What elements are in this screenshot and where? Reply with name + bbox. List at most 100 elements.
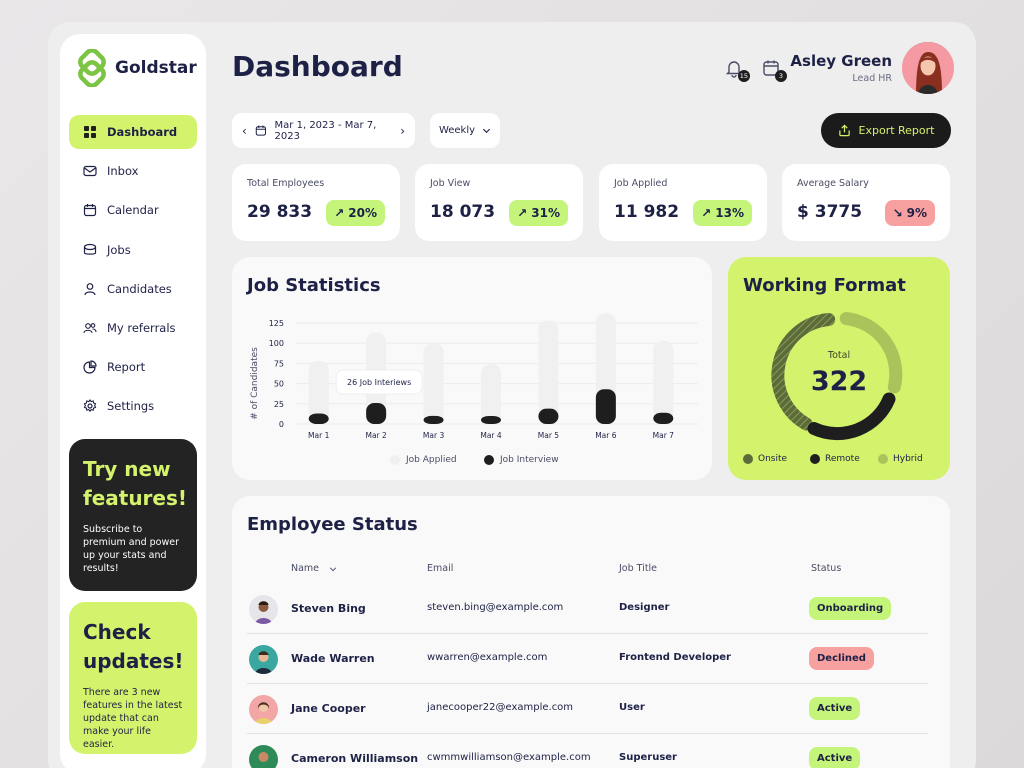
calendar-icon (255, 125, 266, 136)
x-tick-label: Mar 1 (308, 431, 330, 440)
stat-label: Job View (430, 178, 471, 189)
chart-tooltip (335, 369, 423, 395)
bar-job-applied (538, 320, 559, 424)
sidebar-nav: Dashboard Inbox Calendar Jobs Candidates… (69, 115, 197, 423)
sidebar-item-my-referrals[interactable]: My referrals (69, 311, 197, 345)
user-name: Asley Green (790, 52, 892, 70)
stat-change: 20% (348, 206, 377, 220)
date-range-label: Mar 1, 2023 - Mar 7, 2023 (274, 119, 377, 142)
export-report-button[interactable]: Export Report (821, 113, 951, 148)
briefcase-icon (83, 243, 97, 255)
legend-swatch (484, 455, 494, 465)
stat-value: $ 3775 (797, 202, 863, 222)
column-header-email: Email (427, 563, 453, 574)
sidebar-item-candidates[interactable]: Candidates (69, 272, 197, 306)
chevron-right-icon[interactable]: › (400, 123, 405, 138)
stat-change: 31% (531, 206, 560, 220)
legend-item-remote: Remote (810, 454, 860, 464)
sidebar-item-jobs[interactable]: Jobs (69, 233, 197, 267)
column-header-label: Email (427, 563, 454, 574)
y-tick-label: 25 (274, 400, 284, 409)
brand-name: Goldstar (115, 58, 197, 78)
period-label: Weekly (438, 125, 476, 136)
legend-swatch (878, 454, 888, 464)
sidebar-item-label: Jobs (107, 242, 131, 257)
stat-label: Job Applied (614, 178, 668, 189)
job-statistics-card: Job Statistics 0 25 50 75 100 125 # of Candida… (232, 257, 712, 480)
user-avatar[interactable] (902, 42, 954, 94)
chevron-down-icon (329, 566, 337, 571)
status-badge: Declined (809, 647, 874, 670)
sidebar-item-settings[interactable]: Settings (69, 389, 197, 423)
promo-check-updates[interactable]: Check updates! There are 3 new features i… (69, 602, 197, 754)
x-tick-label: Mar 2 (365, 431, 387, 440)
trend-up-icon: ↗ (701, 206, 712, 220)
employee-status-card: Employee Status Name Email Job Title Sta… (232, 496, 950, 768)
x-tick-label: Mar 6 (595, 431, 617, 440)
donut-segment-remote (807, 392, 896, 441)
logo[interactable]: Goldstar (69, 46, 197, 90)
calendar-button[interactable]: 3 (761, 58, 787, 82)
x-tick-label: Mar 5 (538, 431, 560, 440)
table-row[interactable]: Wade Warren wwarren@example.com Frontend… (247, 634, 928, 684)
employee-email: cwmmwilliamson@example.com (427, 752, 591, 763)
employee-email: wwarren@example.com (427, 652, 548, 663)
stat-label: Average Salary (797, 178, 869, 189)
employee-job-title: Superuser (619, 752, 677, 763)
trend-down-icon: ↘ (892, 206, 903, 220)
period-select[interactable]: Weekly (430, 113, 500, 148)
y-tick-label: 75 (274, 359, 284, 368)
employee-avatar-image (249, 645, 278, 674)
status-badge: Onboarding (809, 597, 892, 620)
sidebar-item-report[interactable]: Report (69, 350, 197, 384)
avatar (249, 695, 278, 724)
stat-value: 11 982 (614, 202, 680, 222)
y-tick-label: 125 (269, 319, 284, 328)
y-tick-label: 50 (274, 380, 284, 389)
employee-email: janecooper22@example.com (427, 702, 574, 713)
sidebar-item-label: My referrals (107, 320, 176, 335)
notifications-button[interactable]: 15 (724, 58, 750, 82)
promo-title-line: updates! (83, 649, 184, 673)
column-header-job-title: Job Title (619, 563, 657, 574)
column-header-name[interactable]: Name (291, 563, 337, 574)
stat-change-badge: ↗ 20% (326, 200, 385, 226)
user-icon (84, 282, 96, 295)
job-statistics-chart: 0 25 50 75 100 125 # of Candidates Mar 1 Mar 2 Ma… (250, 313, 698, 440)
bar-job-applied (423, 343, 444, 424)
status-badge: Active (809, 697, 861, 720)
promo-try-new-features[interactable]: Try new features! Subscribe to premium an… (69, 439, 197, 591)
export-report-label: Export Report (858, 124, 935, 137)
y-tick-label: 100 (269, 339, 284, 348)
sidebar-item-calendar[interactable]: Calendar (69, 193, 197, 227)
status-badge: Active (809, 747, 861, 768)
bar-job-interview (653, 412, 674, 424)
promo-text: There are 3 new features in the latest u… (83, 687, 183, 750)
x-tick-label: Mar 4 (480, 431, 502, 440)
goldstar-logo-icon (78, 49, 106, 87)
table-row[interactable]: Cameron Williamson cwmmwilliamson@exampl… (247, 734, 928, 768)
table-row[interactable]: Steven Bing steven.bing@example.com Desi… (247, 584, 928, 634)
stat-value: 29 833 (247, 202, 313, 222)
employee-job-title: Frontend Developer (619, 652, 731, 663)
users-icon (83, 323, 97, 334)
calendar-icon (763, 60, 779, 76)
date-range-picker[interactable]: ‹ Mar 1, 2023 - Mar 7, 2023 › (232, 113, 415, 148)
calendar-icon (83, 204, 97, 217)
sidebar-item-dashboard[interactable]: Dashboard (69, 115, 197, 149)
stat-label: Total Employees (247, 178, 325, 189)
y-tick-label: 0 (279, 420, 284, 429)
stat-change: 13% (715, 206, 744, 220)
column-header-label: Name (291, 563, 320, 574)
x-tick-label: Mar 7 (653, 431, 675, 440)
donut-segment-hybrid (839, 312, 903, 394)
sidebar-item-inbox[interactable]: Inbox (69, 154, 197, 188)
table-row[interactable]: Jane Cooper janecooper22@example.com Use… (247, 684, 928, 734)
employee-name: Wade Warren (291, 652, 375, 665)
column-header-label: Status (811, 563, 842, 574)
column-header-status: Status (811, 563, 841, 574)
sidebar-item-label: Dashboard (107, 125, 178, 139)
bar-job-interview (595, 389, 616, 424)
chevron-left-icon[interactable]: ‹ (242, 123, 247, 138)
stat-card-job-applied: Job Applied 11 982 ↗ 13% (599, 164, 767, 241)
